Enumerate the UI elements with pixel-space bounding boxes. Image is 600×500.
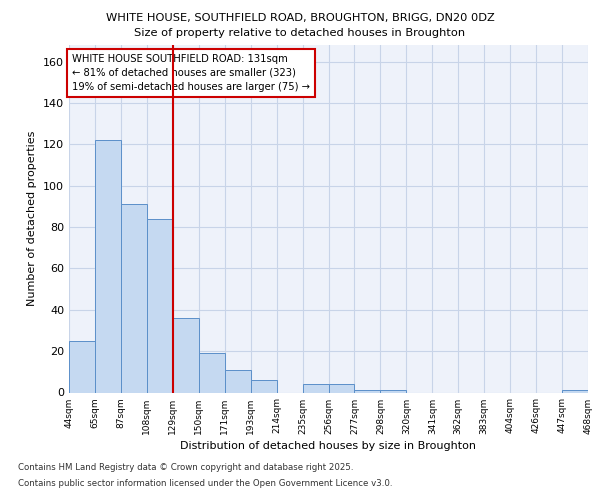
Bar	[147, 219, 173, 392]
Bar	[199, 353, 224, 393]
Text: Size of property relative to detached houses in Broughton: Size of property relative to detached ho…	[134, 28, 466, 38]
Text: Contains public sector information licensed under the Open Government Licence v3: Contains public sector information licen…	[18, 478, 392, 488]
Bar	[95, 140, 121, 392]
Text: Contains HM Land Registry data © Crown copyright and database right 2025.: Contains HM Land Registry data © Crown c…	[18, 464, 353, 472]
Bar	[69, 341, 95, 392]
Bar	[121, 204, 147, 392]
Bar	[355, 390, 380, 392]
Bar	[302, 384, 329, 392]
Text: WHITE HOUSE, SOUTHFIELD ROAD, BROUGHTON, BRIGG, DN20 0DZ: WHITE HOUSE, SOUTHFIELD ROAD, BROUGHTON,…	[106, 12, 494, 22]
X-axis label: Distribution of detached houses by size in Broughton: Distribution of detached houses by size …	[181, 440, 476, 450]
Bar	[251, 380, 277, 392]
Bar	[329, 384, 355, 392]
Bar	[380, 390, 406, 392]
Bar	[173, 318, 199, 392]
Text: WHITE HOUSE SOUTHFIELD ROAD: 131sqm
← 81% of detached houses are smaller (323)
1: WHITE HOUSE SOUTHFIELD ROAD: 131sqm ← 81…	[71, 54, 310, 92]
Bar	[562, 390, 588, 392]
Y-axis label: Number of detached properties: Number of detached properties	[28, 131, 37, 306]
Bar	[225, 370, 251, 392]
